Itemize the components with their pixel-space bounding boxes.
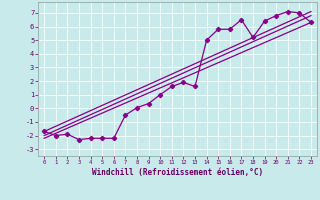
X-axis label: Windchill (Refroidissement éolien,°C): Windchill (Refroidissement éolien,°C) (92, 168, 263, 177)
